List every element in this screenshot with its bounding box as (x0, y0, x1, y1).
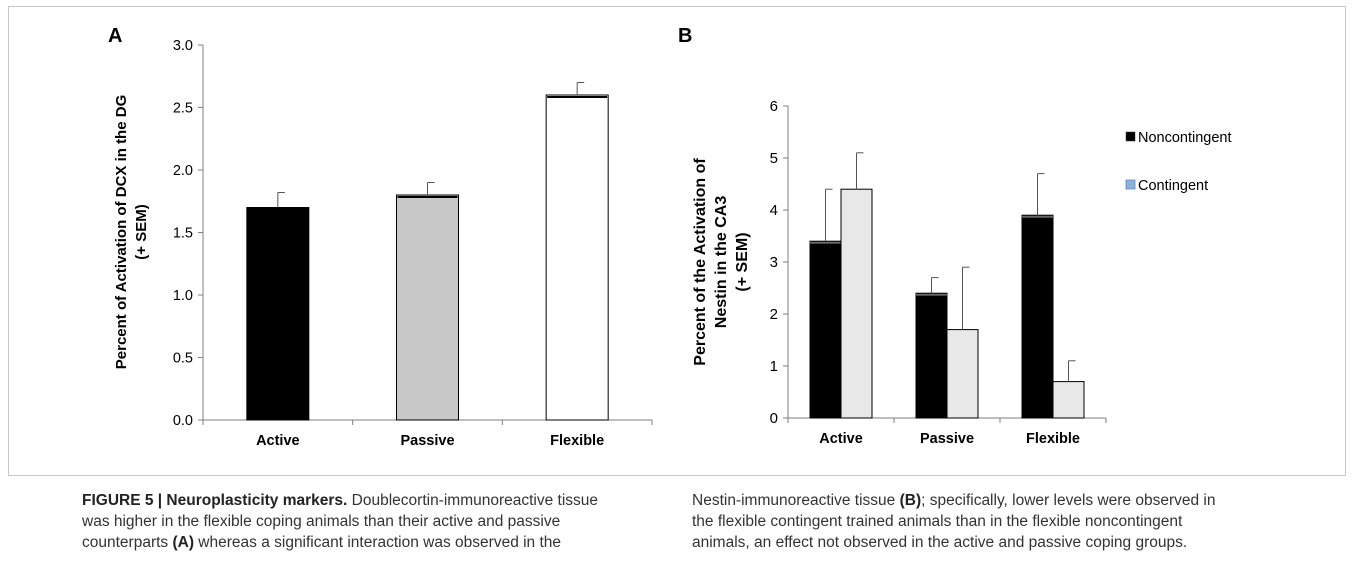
chart-b-ylabel-line3: (+ SEM) (734, 232, 751, 291)
caption-ref-a: (A) (172, 534, 194, 551)
chart-b-ylabel-line2: Nestin in the CA3 (713, 196, 730, 329)
chart-b-bar-noncontingent-active (809, 240, 842, 419)
chart-b-bar-noncontingent-passive (915, 292, 948, 419)
caption-left-line3-post: whereas a significant interaction was ob… (194, 534, 562, 551)
caption-right-line1: Nestin-immunoreactive tissue (B); specif… (692, 490, 1302, 511)
chart-b-y-tick-label: 2 (770, 306, 778, 323)
caption-right-line1-pre: Nestin-immunoreactive tissue (692, 492, 900, 509)
caption-left-line1: FIGURE 5 | Neuroplasticity markers. Doub… (82, 490, 692, 511)
caption-left-line1-rest: Doublecortin-immunoreactive tissue (347, 492, 599, 509)
chart-a-category-label-active: Active (256, 433, 300, 449)
figure-caption-right: Nestin-immunoreactive tissue (B); specif… (692, 490, 1302, 553)
chart-b-y-tick-label: 5 (770, 150, 778, 167)
figure-frame (8, 6, 1346, 476)
chart-a-y-tick-label: 3.0 (173, 38, 193, 54)
legend-label-noncontingent: Noncontingent (1138, 130, 1232, 146)
chart-b-y-tick-label: 1 (770, 358, 778, 375)
caption-right-line2: the flexible contingent trained animals … (692, 513, 1183, 530)
caption-left-line3-pre: counterparts (82, 534, 173, 551)
legend-swatch-contingent (1125, 179, 1136, 190)
chart-b-bar-noncontingent-flexible (1021, 214, 1054, 419)
legend-label-contingent: Contingent (1138, 178, 1208, 194)
chart-a: A Percent of Activation of DCX in the DG… (108, 25, 653, 449)
chart-b-category-label-flexible: Flexible (1026, 431, 1080, 447)
caption-right-line3: animals, an effect not observed in the a… (692, 534, 1188, 551)
panel-b-label: B (678, 25, 692, 47)
chart-b-bar-contingent-active (840, 188, 873, 419)
chart-b-ylabel-line1: Percent of the Activation of (692, 158, 709, 366)
chart-a-bar-active (246, 207, 310, 421)
chart-a-y-tick-label: 0.0 (173, 413, 193, 429)
chart-b-bar-contingent-flexible (1052, 381, 1085, 419)
caption-right-line1-post: ; specifically, lower levels were observ… (921, 492, 1216, 509)
panel-a-label: A (108, 25, 122, 47)
legend-swatch-noncontingent (1125, 131, 1136, 142)
chart-b-bar-contingent-passive (946, 329, 979, 419)
chart-a-bar-flexible (545, 94, 609, 421)
caption-ref-b: (B) (899, 492, 922, 509)
chart-b-category-label-passive: Passive (920, 431, 974, 447)
chart-a-y-tick-label: 2.5 (173, 101, 193, 117)
chart-b-category-label-active: Active (819, 431, 863, 447)
caption-left-line3: counterparts (A) whereas a significant i… (82, 532, 692, 553)
chart-b-y-tick-label: 0 (770, 410, 778, 427)
chart-b-y-tick-label: 6 (770, 98, 778, 115)
figure-caption-left: FIGURE 5 | Neuroplasticity markers. Doub… (82, 490, 692, 553)
chart-b-legend: Noncontingent Contingent (1125, 130, 1232, 194)
chart-a-bar-passive (396, 194, 459, 421)
chart-a-category-label-passive: Passive (400, 433, 454, 449)
chart-b: B Percent of the Activation of Nestin in… (678, 25, 1232, 447)
caption-left-line2: was higher in the flexible coping animal… (82, 513, 561, 530)
caption-lead: FIGURE 5 | Neuroplasticity markers. (82, 492, 348, 509)
chart-a-y-tick-label: 1.5 (173, 226, 193, 242)
chart-a-y-tick-label: 0.5 (173, 351, 193, 367)
chart-a-ylabel-line1: Percent of Activation of DCX in the DG (113, 95, 130, 369)
chart-b-y-tick-label: 3 (770, 254, 778, 271)
chart-a-ylabel-line2: (+ SEM) (133, 204, 150, 259)
chart-a-y-tick-label: 1.0 (173, 288, 193, 304)
chart-a-y-tick-label: 2.0 (173, 163, 193, 179)
chart-a-category-label-flexible: Flexible (550, 433, 604, 449)
chart-b-y-tick-label: 4 (770, 202, 778, 219)
